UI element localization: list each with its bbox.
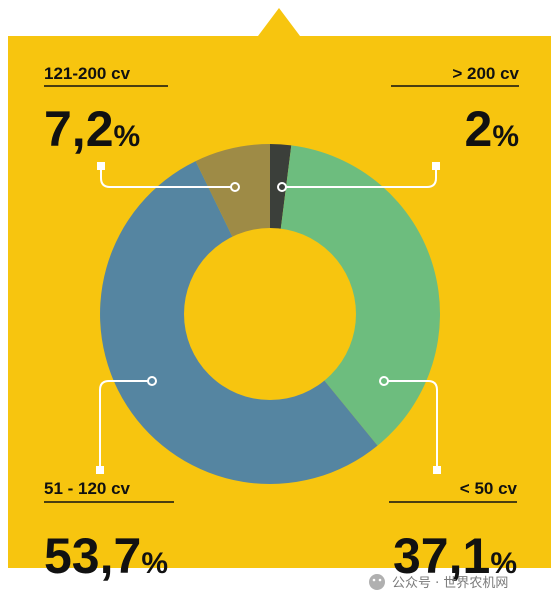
category-label-2: 51 - 120 cv — [44, 479, 131, 498]
wechat-icon — [369, 574, 385, 590]
pie-slice-1 — [270, 145, 441, 446]
value-label-0: 2% — [465, 101, 520, 157]
callout-end-2 — [96, 466, 104, 474]
callout-line-0 — [282, 164, 437, 188]
value-label-3: 7,2% — [44, 101, 140, 157]
callout-end-0 — [432, 162, 440, 170]
watermark-text: 公众号 · 世界农机网 — [392, 576, 508, 591]
value-label-1: 37,1% — [393, 528, 517, 584]
callout-end-1 — [433, 466, 441, 474]
callout-line-1 — [384, 380, 438, 470]
callout-line-3 — [100, 164, 235, 188]
value-label-2: 53,7% — [44, 528, 168, 584]
callout-dot-2 — [147, 376, 157, 386]
category-label-0: > 200 cv — [452, 64, 519, 83]
callout-dot-0 — [277, 182, 287, 192]
category-label-1: < 50 cv — [460, 479, 518, 498]
callout-dot-3 — [230, 182, 240, 192]
watermark: 公众号 · 世界农机网 — [369, 574, 508, 591]
category-label-3: 121-200 cv — [44, 64, 131, 83]
callout-end-3 — [97, 162, 105, 170]
callout-dot-1 — [379, 376, 389, 386]
callout-line-2 — [99, 380, 152, 470]
donut-hole — [184, 228, 356, 400]
